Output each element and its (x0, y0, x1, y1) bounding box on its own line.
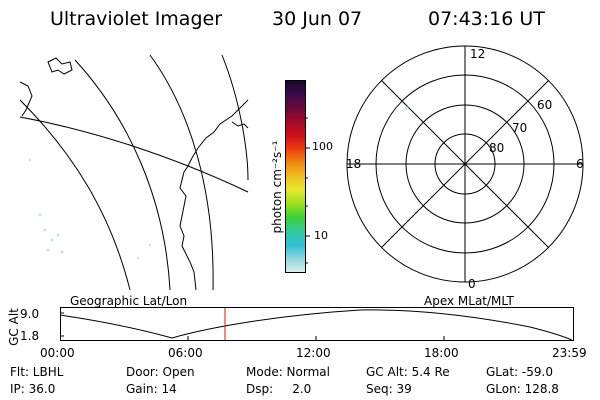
x-tick-0600: 06:00 (168, 346, 203, 360)
coast-fragment (19, 81, 33, 117)
x-tick-1200: 12:00 (296, 346, 331, 360)
y-tick-max: 9.0 (20, 307, 40, 321)
lat-arc (74, 59, 171, 290)
lon-line (19, 116, 249, 193)
door-info: Door: Open (126, 365, 195, 379)
lat-arc (149, 54, 214, 290)
mode-info: Mode: Normal (246, 365, 330, 379)
app-title: Ultraviolet Imager (50, 8, 223, 30)
gc-alt-info: GC Alt: 5.4 Re (366, 365, 450, 379)
time-label: 07:43:16 UT (428, 8, 545, 30)
gc-alt-axis-label: GC Alt (7, 308, 21, 346)
filter-info: Flt: LBHL (10, 365, 64, 379)
altitude-timeline (60, 307, 574, 341)
x-tick-2359: 23:59 (552, 346, 587, 360)
faint-speck (405, 106, 409, 110)
date-label: 30 Jun 07 (272, 8, 363, 30)
lat-arc (19, 99, 131, 290)
colorbar-tick-100: 100 (312, 140, 333, 153)
x-tick-0000: 00:00 (40, 346, 75, 360)
lat-label-80: 80 (489, 141, 505, 155)
seq-info: Seq: 39 (366, 382, 412, 396)
lat-arc (221, 54, 249, 181)
glon-info: GLon: 128.8 (486, 382, 559, 396)
aurora-speckles (28, 158, 152, 260)
y-tick-min: 1.8 (20, 329, 40, 343)
mlt-diag (381, 80, 549, 248)
polar-plot (346, 45, 584, 283)
geographic-panel-label: Geographic Lat/Lon (70, 294, 188, 308)
lat-label-60: 60 (537, 98, 553, 112)
colorbar-unit-label: photon cm⁻²s⁻¹ (270, 140, 284, 234)
lat-label-70: 70 (512, 121, 528, 135)
glat-info: GLat: -59.0 (486, 365, 553, 379)
altitude-curve (60, 309, 573, 341)
colorbar (285, 80, 306, 273)
colorbar-axis (305, 117, 310, 264)
ip-info: IP: 36.0 (10, 382, 56, 396)
island (47, 57, 73, 75)
gain-info: Gain: 14 (126, 382, 177, 396)
mlt-label-12: 12 (470, 47, 486, 61)
x-tick-1800: 18:00 (424, 346, 459, 360)
geographic-map (19, 54, 249, 290)
apex-panel-label: Apex MLat/MLT (424, 294, 514, 308)
dsp-info: Dsp: 2.0 (246, 382, 312, 396)
mlt-label-0: 0 (468, 277, 476, 291)
mlt-label-18: 18 (346, 157, 362, 171)
coast-fragment (231, 121, 249, 129)
colorbar-tick-10: 10 (314, 229, 328, 242)
mlt-label-6: 6 (576, 157, 584, 171)
coastline (179, 99, 249, 290)
